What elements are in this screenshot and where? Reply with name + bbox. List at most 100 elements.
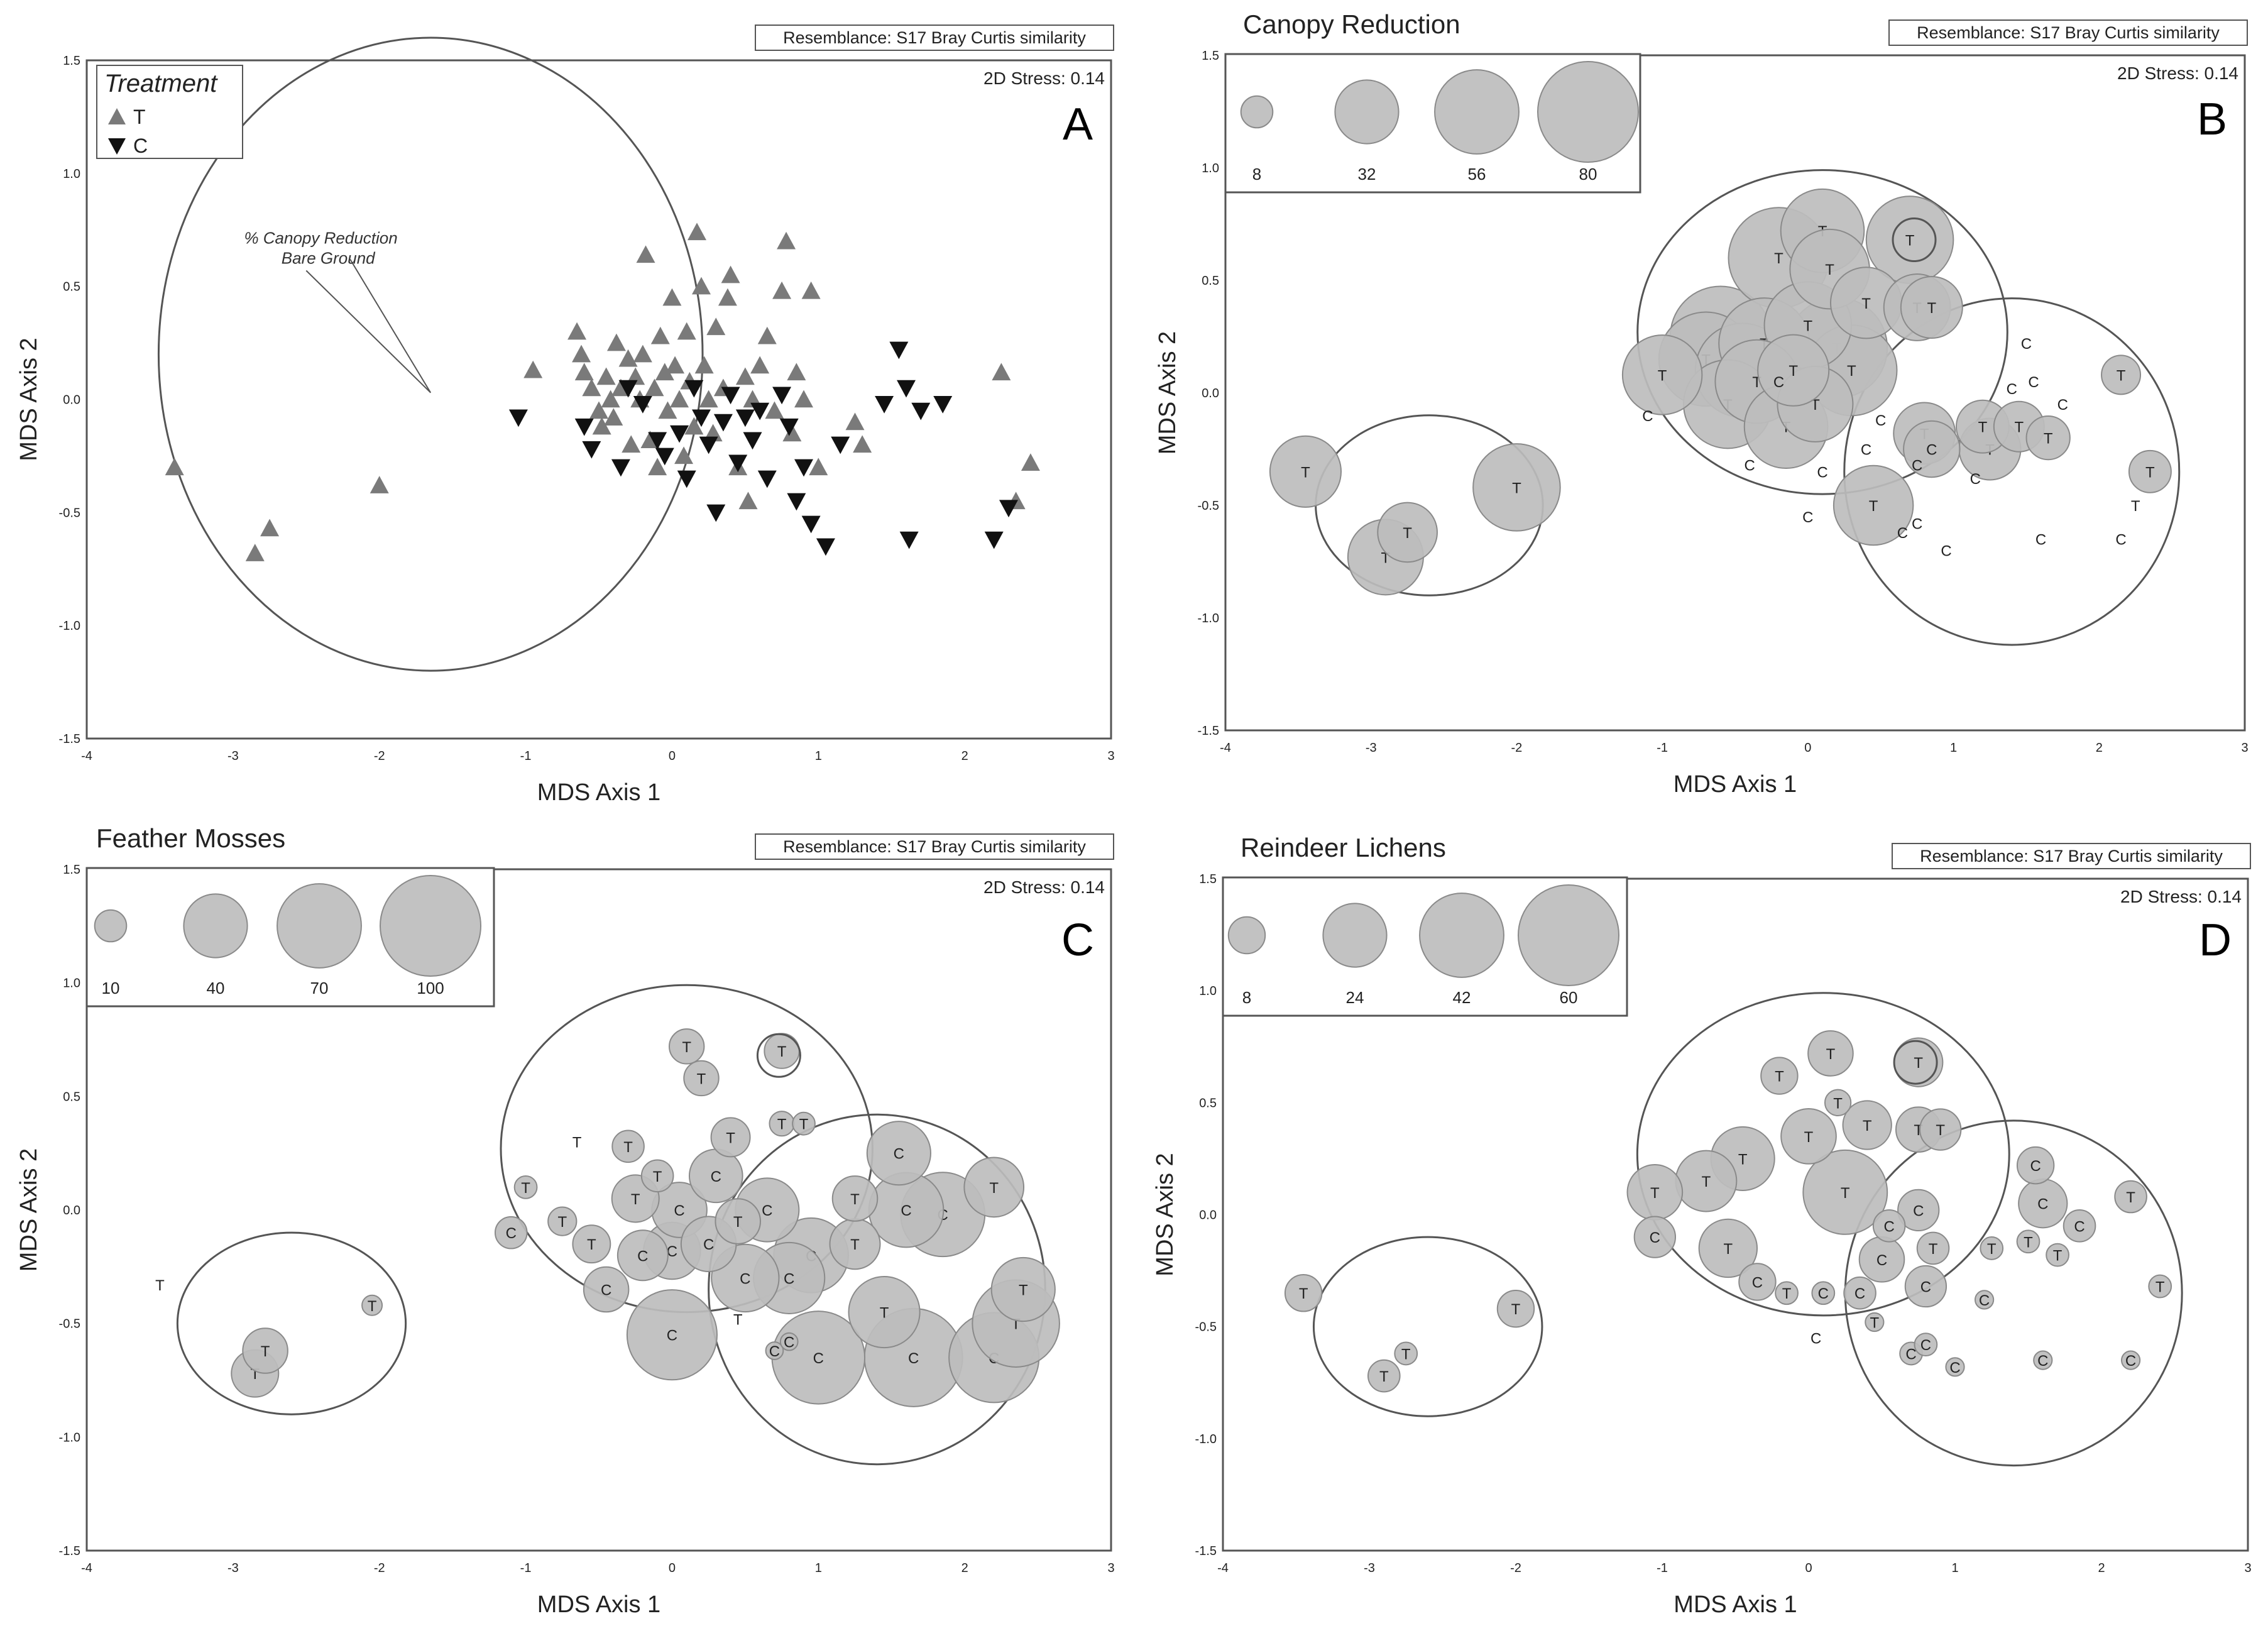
bubble-legend-label: 10 [102, 979, 120, 997]
x-tick-label: 2 [961, 1561, 968, 1575]
x-tick-label: -2 [374, 1561, 385, 1575]
data-point-t [165, 458, 184, 476]
data-bubble [1811, 1281, 1836, 1305]
data-point-label: C [1979, 1292, 1990, 1309]
data-point-c [648, 432, 667, 450]
data-point-label: T [1914, 1055, 1923, 1072]
data-point-label: T [1658, 367, 1667, 384]
data-bubble [1903, 420, 1961, 478]
bubble-legend-circle [1434, 69, 1520, 155]
legend-marker [108, 138, 126, 155]
data-bubble [1974, 1290, 1995, 1310]
y-tick-label: -1.0 [1195, 1432, 1217, 1446]
plot-frame [1222, 877, 2249, 1552]
y-axis-label: MDS Axis 2 [16, 338, 42, 461]
data-point-t [666, 356, 685, 374]
data-point-label: C [1920, 1279, 1931, 1296]
data-point-label: T [1927, 300, 1936, 317]
bubble-legend-circle [94, 909, 128, 943]
data-point-t [765, 401, 784, 419]
data-point-c [692, 409, 711, 427]
data-bubble [1472, 443, 1561, 532]
data-point-label: C [506, 1225, 517, 1242]
data-point-t [699, 390, 718, 408]
data-point-label: T [1811, 397, 1820, 414]
panel-b: -4 -3 -2 -1 0 1 2 3 1.5 1.0 0.5 0.0 -0.5 -1.0 -1.5 MDS … [1154, 9, 2249, 798]
data-point-label: T [653, 1168, 662, 1185]
panel-letter: A [1063, 99, 1093, 150]
data-point-label: T [2024, 1234, 2033, 1251]
data-point-label: T [726, 1129, 735, 1146]
data-point-t [853, 435, 872, 453]
data-point-t [718, 288, 737, 306]
y-tick-label: -1.5 [59, 1544, 80, 1558]
panel-title: Feather Mosses [96, 823, 285, 853]
data-bubble [640, 1159, 674, 1193]
data-point-t [782, 424, 802, 442]
data-point-t [596, 367, 616, 385]
data-bubble [1980, 1236, 2004, 1260]
legend-entry: T [133, 106, 146, 128]
y-tick-label: 0.0 [1202, 387, 1219, 400]
data-point-label: T [557, 1214, 567, 1231]
data-point-t [604, 408, 623, 426]
highlight-circle [756, 1033, 801, 1078]
y-tick-label: -1.0 [59, 619, 80, 633]
data-point-label: T [1804, 1129, 1814, 1146]
data-point-t [601, 390, 620, 408]
data-point-c [677, 470, 696, 488]
vector-line [349, 258, 432, 393]
data-point-c [633, 395, 652, 414]
data-point-label: T [1738, 1151, 1748, 1168]
data-point-t [592, 417, 611, 435]
data-point-c [618, 380, 638, 398]
data-point-c [728, 454, 748, 473]
x-axis-label: MDS Axis 1 [1674, 771, 1797, 798]
data-point-label: T [1301, 464, 1310, 481]
data-point-label: T [1929, 1241, 1938, 1258]
data-bubble [1824, 1089, 1852, 1116]
data-bubble [2128, 449, 2172, 493]
y-tick-label: 1.5 [1199, 872, 1217, 886]
data-point-c [794, 459, 813, 477]
data-point-label: T [850, 1236, 860, 1253]
data-point-t [622, 435, 641, 453]
data-point-label: C [2030, 1158, 2041, 1175]
data-bubble [669, 1028, 705, 1065]
y-tick-label: -0.5 [59, 506, 80, 520]
data-point-label: T [1403, 525, 1412, 542]
x-tick-label: 1 [1950, 741, 1957, 755]
vector-line [305, 270, 431, 393]
resemblance-box [1888, 19, 2248, 46]
x-axis-label: MDS Axis 1 [1674, 1591, 1797, 1618]
x-tick-label: -2 [1511, 741, 1523, 755]
bubble-legend-circle [1419, 893, 1504, 978]
data-point-label: T [1936, 1122, 1945, 1139]
y-tick-label: -1.0 [59, 1431, 80, 1444]
data-point-t [772, 281, 792, 299]
y-tick-label: 0.5 [1202, 274, 1219, 288]
data-bubble [963, 1157, 1025, 1218]
data-point-label: C [901, 1202, 911, 1219]
data-point-label: T [2053, 1248, 2063, 1265]
y-tick-label: 1.0 [1202, 162, 1219, 175]
data-point-label: T [1511, 1301, 1521, 1318]
data-bubble [715, 1198, 761, 1245]
group-ellipse [176, 1231, 407, 1415]
plot-frame [85, 59, 1112, 740]
data-bubble [765, 1341, 784, 1360]
data-point-label: C [2074, 1218, 2084, 1235]
data-point-label: C [711, 1168, 721, 1185]
y-tick-label: 1.0 [63, 977, 80, 991]
data-point-t [370, 476, 389, 493]
bubble-legend-label: 60 [1560, 988, 1578, 1007]
data-point-label: T [1804, 318, 1813, 335]
data-point-label: C [894, 1146, 904, 1163]
data-point-label: C [2125, 1353, 2136, 1370]
data-point-label: C [2021, 336, 2032, 353]
data-point-t [688, 223, 707, 241]
data-bubble [2114, 1180, 2147, 1214]
y-tick-label: -0.5 [1195, 1321, 1217, 1334]
data-point-label: T [2131, 498, 2140, 515]
data-point-label: C [674, 1202, 684, 1219]
